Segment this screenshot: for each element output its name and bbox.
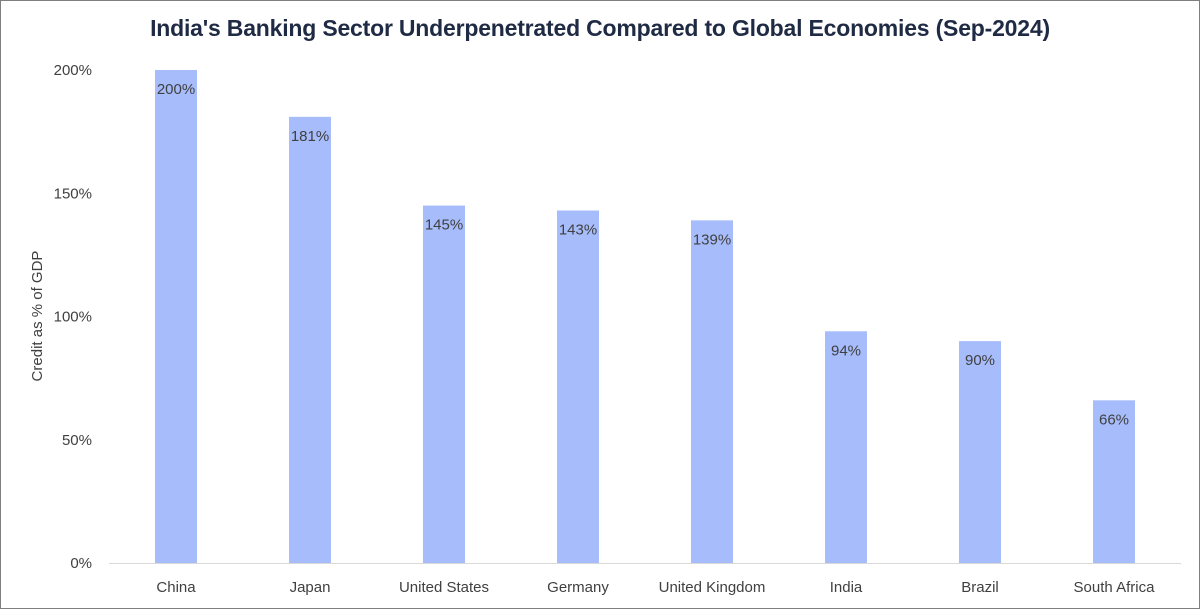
data-label: 94%	[831, 342, 861, 359]
data-label: 145%	[425, 217, 463, 234]
y-axis-title: Credit as % of GDP	[29, 251, 46, 382]
data-label: 66%	[1099, 411, 1129, 428]
x-tick-label: Japan	[290, 579, 331, 596]
y-tick-label: 150%	[54, 185, 92, 202]
bars: 200% 181% 145% 143% 139% 94% 90% 66%	[155, 70, 1135, 564]
data-label: 139%	[693, 231, 731, 248]
bar-japan	[289, 116, 331, 564]
x-tick-label: India	[830, 579, 863, 596]
data-label: 90%	[965, 352, 995, 369]
x-tick-label: China	[156, 579, 196, 596]
data-label: 143%	[559, 222, 597, 239]
bar-south-africa	[1093, 400, 1135, 563]
bar-germany	[557, 210, 599, 563]
chart-title: India's Banking Sector Underpenetrated C…	[150, 15, 1050, 41]
bar-united-kingdom	[691, 220, 733, 564]
bar-india	[825, 331, 867, 563]
y-tick-label: 0%	[70, 555, 92, 572]
y-tick-label: 200%	[54, 62, 92, 79]
y-axis: 0% 50% 100% 150% 200%	[54, 62, 92, 572]
x-tick-label: Brazil	[961, 579, 999, 596]
data-label: 181%	[291, 128, 329, 145]
bar-brazil	[959, 341, 1001, 563]
data-label: 200%	[157, 81, 195, 98]
x-tick-label: United Kingdom	[659, 579, 766, 596]
x-tick-label: Germany	[547, 579, 609, 596]
bar-china	[155, 70, 197, 563]
y-tick-label: 100%	[54, 309, 92, 326]
bar-united-states	[423, 205, 465, 563]
x-tick-label: United States	[399, 579, 489, 596]
x-axis: China Japan United States Germany United Kin…	[109, 563, 1181, 596]
y-tick-label: 50%	[62, 432, 92, 449]
x-tick-label: South Africa	[1074, 579, 1156, 596]
